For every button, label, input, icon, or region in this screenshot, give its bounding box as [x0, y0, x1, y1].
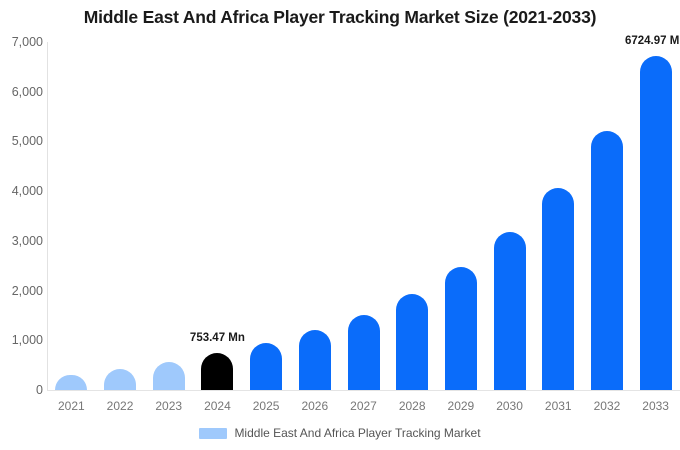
x-axis-tick-label: 2027	[350, 399, 377, 413]
x-axis-tick-label: 2024	[204, 399, 231, 413]
x-axis-tick-label: 2026	[301, 399, 329, 413]
legend: Middle East And Africa Player Tracking M…	[0, 426, 680, 440]
y-axis-tick-label: 5,000	[11, 134, 43, 149]
y-axis-tick-label: 2,000	[11, 283, 43, 298]
bar-2025[interactable]	[250, 343, 283, 390]
bar-2029[interactable]	[444, 266, 477, 390]
x-axis-tick-label: 2021	[57, 399, 85, 413]
x-axis-tick-label: 2028	[398, 399, 426, 413]
y-axis: 0 1,000 2,000 3,000 4,000 5,000 6,000 7,000	[0, 0, 43, 450]
bar-2032[interactable]	[590, 130, 623, 390]
bar-2030[interactable]	[493, 232, 526, 390]
x-axis-tick-label: 2031	[544, 399, 572, 413]
bar-2022[interactable]	[104, 368, 137, 390]
bar-2021[interactable]	[55, 375, 88, 390]
y-axis-tick-label: 0	[36, 382, 43, 397]
bar-2028[interactable]	[396, 294, 429, 390]
bars-layer	[47, 42, 680, 390]
x-axis-tick-label: 2029	[447, 399, 475, 413]
bar-2024[interactable]	[201, 352, 234, 390]
chart-title: Middle East And Africa Player Tracking M…	[83, 7, 597, 27]
x-axis-tick-label: 2030	[496, 399, 523, 413]
bar-value-label: 6724.97 Mn	[624, 34, 680, 47]
x-axis-tick-label: 2033	[642, 399, 669, 413]
x-axis-tick-label: 2022	[106, 399, 134, 413]
bar-2033[interactable]	[639, 55, 672, 390]
legend-item[interactable]: Middle East And Africa Player Tracking M…	[199, 426, 481, 440]
y-axis-line	[47, 42, 48, 390]
x-axis-baseline	[47, 390, 680, 391]
y-axis-tick-label: 7,000	[11, 34, 43, 49]
bar-2023[interactable]	[152, 361, 185, 390]
x-axis-tick-label: 2023	[155, 399, 183, 413]
x-axis-tick-label: 2025	[252, 399, 280, 413]
bar-2031[interactable]	[542, 188, 575, 390]
y-axis-tick-label: 3,000	[11, 233, 43, 248]
y-axis-tick-label: 1,000	[11, 333, 43, 348]
y-axis-tick-label: 6,000	[11, 84, 43, 99]
bar-2026[interactable]	[298, 329, 331, 390]
legend-item-label: Middle East And Africa Player Tracking M…	[234, 426, 481, 440]
bar-2027[interactable]	[347, 315, 380, 390]
legend-swatch-icon	[199, 427, 228, 439]
bar-value-label: 753.47 Mn	[189, 331, 245, 344]
x-axis-tick-label: 2032	[593, 399, 621, 413]
y-axis-tick-label: 4,000	[11, 183, 43, 198]
